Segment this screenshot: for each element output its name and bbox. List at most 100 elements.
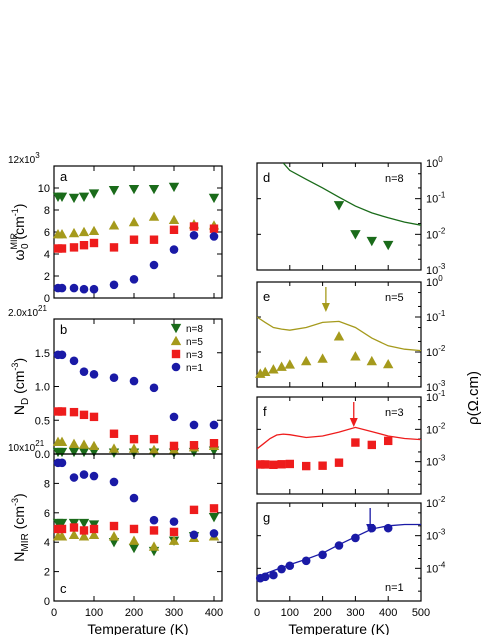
data-point — [108, 220, 120, 230]
panel-label: a — [60, 169, 68, 184]
transition-arrow-head — [321, 303, 330, 312]
data-point — [78, 192, 90, 202]
data-point — [56, 192, 68, 202]
legend-marker — [171, 362, 181, 372]
data-point — [169, 225, 179, 234]
data-point — [109, 373, 119, 383]
data-point — [89, 471, 99, 481]
x-tick-label: 500 — [412, 607, 430, 619]
data-point — [149, 515, 159, 525]
data-point — [148, 211, 160, 221]
data-point — [56, 229, 68, 239]
data-point — [284, 359, 295, 369]
data-point — [209, 439, 219, 448]
data-point — [148, 444, 160, 455]
y-tick-label: 10-3 — [426, 262, 446, 277]
data-point — [269, 570, 278, 580]
data-point — [301, 556, 311, 566]
series-n=1 — [53, 231, 219, 294]
y-tick-label: 2 — [44, 567, 50, 579]
y-tick-label: 0 — [44, 293, 50, 305]
y-tick-label: 0.0 — [35, 449, 50, 461]
data-point — [68, 227, 80, 238]
data-point — [56, 436, 68, 447]
data-point — [129, 376, 139, 386]
x-tick-label: 0 — [254, 607, 260, 619]
x-tick-label: 200 — [125, 607, 143, 619]
plot-frame — [256, 396, 422, 495]
right-axis-label: ρ(Ω.cm) — [465, 371, 482, 425]
legend-label: n=5 — [186, 337, 203, 348]
resistivity-curve — [257, 426, 421, 450]
data-point — [128, 443, 140, 453]
data-point — [350, 351, 361, 361]
legend-marker — [170, 323, 182, 334]
axis-multiplier: 12x103 — [8, 151, 40, 166]
data-point — [128, 184, 140, 195]
panel-d: 100 10-1 10-2 10-3 d n=8 — [256, 155, 446, 277]
data-point — [69, 473, 79, 482]
data-point — [366, 355, 377, 366]
data-point — [209, 232, 219, 241]
data-point — [89, 412, 99, 422]
y-tick-label: 10-2 — [426, 344, 446, 359]
data-points — [255, 523, 393, 583]
y-tick-label: 1.0 — [35, 382, 50, 394]
data-point — [56, 531, 68, 541]
data-point — [129, 524, 139, 534]
data-point — [189, 222, 199, 231]
x-axis-label: Temperature (K) — [87, 621, 188, 635]
y-tick-label: 4 — [44, 537, 50, 549]
data-point — [69, 283, 79, 293]
data-point — [285, 561, 295, 571]
data-point — [79, 367, 89, 376]
axis-multiplier: 2.0x1021 — [8, 304, 47, 319]
data-point — [189, 420, 199, 430]
data-point — [78, 439, 90, 449]
data-point — [88, 189, 100, 199]
data-point — [189, 530, 199, 540]
data-point — [79, 470, 89, 479]
data-point — [317, 353, 328, 363]
data-point — [78, 531, 90, 541]
data-point — [108, 186, 120, 196]
legend: n=8 n=5 n=3 n=1 — [170, 323, 203, 374]
y-tick-label: 100 — [426, 274, 443, 289]
data-point — [350, 230, 361, 240]
y-tick-label: 10-2 — [426, 226, 446, 241]
panel-a: 0 2 4 6 8 10 12x103 a ωMIR0 (cm-1) — [8, 151, 223, 305]
legend-label: n=8 — [186, 324, 203, 335]
data-point — [189, 441, 199, 450]
data-point — [108, 443, 120, 453]
y-axis-label: ND (cm-3) — [10, 358, 31, 415]
data-point — [89, 524, 99, 534]
data-point — [78, 226, 90, 237]
y-tick-label: 10-3 — [426, 454, 446, 469]
legend-label: n=1 — [186, 363, 203, 374]
data-point — [57, 283, 67, 293]
data-point — [333, 201, 345, 211]
resistivity-curve — [282, 163, 421, 226]
panels: 0 2 4 6 8 10 12x103 a ωMIR0 (cm-1) 0.0 0.5 1.0 1.5 2.… — [8, 151, 446, 635]
data-point — [383, 358, 394, 369]
panel-e: 100 10-1 10-2 10-3 e n=5 — [255, 274, 446, 394]
x-tick-label: 300 — [346, 607, 364, 619]
sample-label: n=8 — [385, 173, 404, 185]
data-point — [69, 523, 79, 532]
y-tick-label: 6 — [44, 227, 50, 239]
data-point — [260, 572, 270, 582]
data-point — [148, 541, 160, 551]
axis-multiplier: 10x1021 — [8, 439, 45, 454]
sample-label: n=5 — [385, 292, 404, 304]
data-point — [57, 350, 67, 360]
data-point — [109, 521, 119, 531]
y-tick-label: 10-4 — [426, 560, 446, 575]
data-point — [149, 434, 159, 444]
panel-label: f — [263, 404, 267, 419]
data-point — [268, 364, 279, 374]
sample-label: n=1 — [385, 582, 404, 594]
panel-label: d — [263, 170, 270, 185]
data-point — [334, 458, 344, 467]
